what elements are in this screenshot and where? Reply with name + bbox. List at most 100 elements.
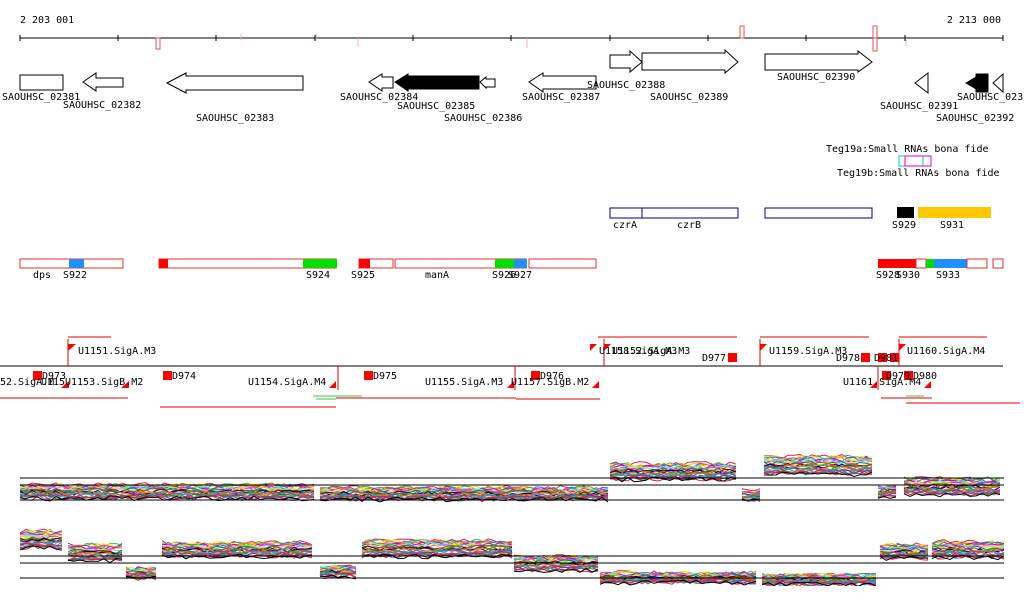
svg-text:SAOUHSC_02385: SAOUHSC_02385 bbox=[397, 101, 475, 112]
svg-text:SAOUHSC_02383: SAOUHSC_02383 bbox=[196, 113, 274, 124]
segment-s930[interactable] bbox=[915, 258, 927, 269]
axis-start-label: 2 203 001 bbox=[20, 15, 74, 26]
terminator-d975[interactable] bbox=[364, 371, 373, 380]
svg-text:SAOUHSC_02384: SAOUHSC_02384 bbox=[340, 92, 418, 103]
promoter-red-lines bbox=[0, 336, 1020, 408]
terminator-label-d979: D979 bbox=[886, 371, 910, 382]
promoter-flag[interactable] bbox=[590, 344, 597, 351]
terminator-d980[interactable] bbox=[904, 371, 913, 380]
gene-saouhsc-02387[interactable]: SAOUHSC_02387 bbox=[522, 72, 600, 103]
segment-s922[interactable] bbox=[69, 259, 84, 268]
promoter-flag[interactable] bbox=[760, 344, 767, 351]
terminator-d977[interactable] bbox=[728, 353, 737, 362]
segment-s925[interactable] bbox=[359, 259, 370, 268]
terminator-d981[interactable] bbox=[878, 353, 887, 362]
segment-label-dps: dps bbox=[33, 270, 51, 281]
segment-s929[interactable] bbox=[897, 207, 914, 218]
terminator-d974[interactable] bbox=[163, 371, 172, 380]
gene-saouhsc-02388[interactable]: SAOUHSC_02388 bbox=[587, 49, 665, 91]
segment-s931[interactable] bbox=[918, 207, 991, 218]
promoter-label-u1153: U1153.SigB.M2 bbox=[65, 377, 143, 388]
promoter-label-u1155: U1155.SigA.M3 bbox=[425, 377, 503, 388]
promoter-flag[interactable] bbox=[61, 381, 69, 388]
terminator-d978[interactable] bbox=[861, 353, 870, 362]
terminator-labels: D973 D974 D975 D976 D977 D978 D981 D979 … bbox=[42, 353, 937, 382]
promoter-green-lines bbox=[313, 395, 924, 400]
promoter-label-u1157: U1157.SigB.M2 bbox=[511, 377, 589, 388]
promoter-label-u1161: U1161.SigA.M4 bbox=[843, 377, 921, 388]
promoter-label-prefix: 52.SigA.M bbox=[0, 377, 54, 388]
operon-block[interactable] bbox=[764, 207, 873, 219]
promoter-label-prefix-u115: U115 bbox=[41, 377, 65, 388]
terminator-label-d978: D978 bbox=[836, 353, 860, 364]
promoter-flag[interactable] bbox=[121, 381, 129, 388]
segment-label-s929: S929 bbox=[892, 220, 916, 231]
small-rna-teg19a[interactable] bbox=[898, 155, 924, 167]
gene-saouhsc-02389[interactable]: SAOUHSC_02389 bbox=[641, 48, 739, 103]
svg-text:SAOUHSC_02388: SAOUHSC_02388 bbox=[587, 80, 665, 91]
promoter-flag[interactable] bbox=[924, 381, 931, 388]
gene-saouhsc-02392[interactable]: SAOUHSC_02392 SAOUHSC_023 bbox=[936, 72, 1023, 124]
svg-text:SAOUHSC_02387: SAOUHSC_02387 bbox=[522, 92, 600, 103]
promoter-flag[interactable] bbox=[899, 344, 906, 351]
promoter-label-u1154: U1154.SigA.M4 bbox=[248, 377, 326, 388]
gene-saouhsc-02385[interactable]: SAOUHSC_02385 bbox=[394, 73, 480, 112]
promoter-flag[interactable] bbox=[329, 381, 336, 388]
axis-end-label: 2 213 000 bbox=[947, 15, 1001, 26]
svg-text:SAOUHSC_02389: SAOUHSC_02389 bbox=[650, 92, 728, 103]
svg-text:SAOUHSC_02391: SAOUHSC_02391 bbox=[880, 101, 958, 112]
terminator-d976[interactable] bbox=[531, 371, 540, 380]
terminator-label-d973: D973 bbox=[42, 371, 66, 382]
segment-label-mana: manA bbox=[425, 270, 449, 281]
promoter-flag[interactable] bbox=[68, 344, 76, 351]
segment-s933[interactable] bbox=[934, 259, 967, 268]
small-rna-label-teg19b: Teg19b:Small RNAs bona fide bbox=[837, 168, 1000, 179]
gene-saouhsc-02384[interactable]: SAOUHSC_02384 bbox=[340, 73, 418, 103]
gene-saouhsc-02386[interactable]: SAOUHSC_02386 bbox=[444, 75, 522, 124]
gene-saouhsc-02382[interactable]: SAOUHSC_02382 bbox=[63, 72, 141, 111]
terminator-label-d981: D981 bbox=[874, 353, 898, 364]
gene-saouhsc-02391[interactable]: SAOUHSC_02391 bbox=[880, 71, 958, 112]
svg-text:SAOUHSC_02392: SAOUHSC_02392 bbox=[936, 113, 1014, 124]
panel-2-reference-lines bbox=[20, 555, 1004, 579]
svg-text:SAOUHSC_02390: SAOUHSC_02390 bbox=[777, 72, 855, 83]
terminator-squares bbox=[33, 353, 913, 380]
gene-saouhsc-02383[interactable]: SAOUHSC_02383 bbox=[165, 72, 304, 124]
gene-track: SAOUHSC_02381 SAOUHSC_02382 SAOUHSC_0238… bbox=[2, 48, 1023, 124]
segment-s926[interactable] bbox=[495, 259, 514, 268]
small-rna-teg19b[interactable] bbox=[904, 155, 932, 167]
promoter-flag[interactable] bbox=[507, 381, 514, 388]
terminator-d981b[interactable] bbox=[890, 353, 899, 362]
expression-trace bbox=[20, 529, 1004, 579]
promoter-label-u1158: U1158.SigA.M3 bbox=[599, 346, 677, 357]
promoter-flag[interactable] bbox=[592, 381, 599, 388]
promoter-flags bbox=[61, 344, 931, 388]
expression-profile-panel-1 bbox=[20, 453, 1004, 503]
terminator-label-d976: D976 bbox=[540, 371, 564, 382]
promoter-flag[interactable] bbox=[604, 344, 611, 351]
segment-s928[interactable] bbox=[878, 259, 916, 268]
segment-label-s925: S925 bbox=[351, 270, 375, 281]
svg-text:SAOUHSC_02382: SAOUHSC_02382 bbox=[63, 100, 141, 111]
promoter-track: U1151.SigA.M3 52.SigA.M U115 U1153.SigB.… bbox=[0, 336, 1020, 408]
terminator-d973[interactable] bbox=[33, 371, 42, 380]
svg-text:SAOUHSC_02381: SAOUHSC_02381 bbox=[2, 92, 80, 103]
segment-label-s933: S933 bbox=[936, 270, 960, 281]
gene-saouhsc-02381[interactable]: SAOUHSC_02381 bbox=[2, 74, 80, 103]
segment-s927[interactable] bbox=[514, 259, 527, 268]
coordinate-axis: 2 203 001 2 213 000 bbox=[19, 15, 1004, 52]
svg-text:SAOUHSC_023: SAOUHSC_023 bbox=[957, 92, 1023, 103]
gene-saouhsc-02390[interactable]: SAOUHSC_02390 bbox=[764, 49, 873, 83]
terminator-label-d975: D975 bbox=[373, 371, 397, 382]
expression-trace bbox=[20, 530, 1004, 579]
segment-s924[interactable] bbox=[303, 259, 337, 268]
panel-1-reference-lines bbox=[20, 477, 1004, 501]
promoter-flag[interactable] bbox=[870, 381, 877, 388]
axis-feature-marks bbox=[155, 25, 907, 52]
operon-label-czra: czrA bbox=[613, 220, 637, 231]
segment-block-2[interactable] bbox=[528, 258, 597, 269]
operon-czrb[interactable] bbox=[641, 207, 739, 219]
terminator-d979[interactable] bbox=[882, 371, 891, 380]
small-rna-label-teg19a: Teg19a:Small RNAs bona fide bbox=[826, 144, 989, 155]
operon-czra[interactable] bbox=[609, 207, 643, 219]
